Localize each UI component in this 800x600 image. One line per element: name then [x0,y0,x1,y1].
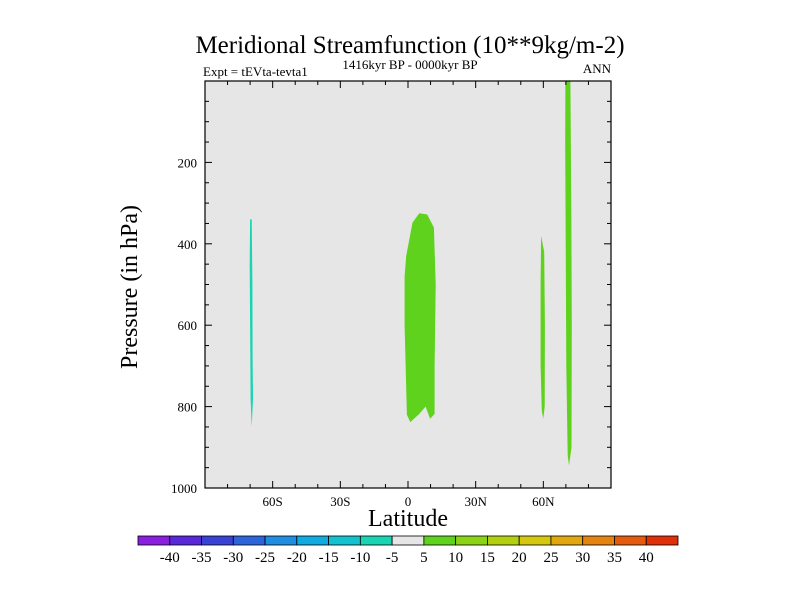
y-tick-label: 800 [178,400,198,415]
colorbar-label: -40 [160,550,180,566]
colorbar-box [359,535,393,546]
contour-cell-equator [404,213,436,423]
chart-title: Meridional Streamfunction (10**9kg/m-2) [195,32,624,59]
colorbar-box [201,535,234,546]
contour-cell-60s [249,219,253,427]
x-tick-label: 30S [330,494,350,509]
colorbar-label: -25 [255,550,275,566]
colorbar-box [137,535,171,546]
colorbar-box [264,535,298,546]
colorbar-label: -35 [192,550,212,566]
colorbar-box [455,535,488,546]
colorbar-box [550,535,584,546]
period-label: 1416kyr BP - 0000kyr BP [342,57,477,72]
contour-cell-70n [565,81,572,466]
colorbar-box [518,535,552,546]
colorbar-label: -20 [287,550,307,566]
colorbar-label: -5 [386,550,399,566]
colorbar-box [487,535,520,546]
colorbar-label: 15 [480,550,495,566]
y-axis-label: Pressure (in hPa) [117,205,143,369]
x-axis-label: Latitude [368,506,448,532]
colorbar-box [169,535,202,546]
colorbar-box [582,535,615,546]
colorbar-label: 10 [448,550,463,566]
x-tick-label: 60S [263,494,283,509]
axis-ticks: 60S 30S 0 30N 60N 200 400 600 800 1000 [171,81,611,509]
x-tick-label: 0 [405,494,412,509]
colorbar-label: 35 [607,550,622,566]
colorbar-box [614,535,647,546]
y-tick-label: 200 [178,155,198,170]
colorbar-label: -10 [350,550,370,566]
y-tick-label: 600 [178,318,198,333]
colorbar-box [423,535,457,546]
colorbar-label: -30 [223,550,243,566]
colorbar-label: 30 [575,550,590,566]
experiment-label: Expt = tEVta-tevta1 [203,64,308,79]
colorbar-box [296,535,329,546]
colorbar-label: 20 [512,550,527,566]
contour-regions [249,81,572,466]
colorbar: -40 -35 -30 -25 -20 -15 -10 -5 5 10 15 20 25 30 35 40 [137,535,679,566]
colorbar-label: 40 [639,550,654,566]
season-label: ANN [583,61,612,76]
x-tick-label: 30N [464,494,487,509]
x-tick-label: 60N [532,494,555,509]
colorbar-box [232,535,266,546]
colorbar-label: 5 [420,550,428,566]
colorbar-box [328,535,361,546]
y-tick-label: 400 [178,237,198,252]
contour-cell-60n [540,235,545,419]
colorbar-label: 25 [543,550,558,566]
colorbar-label: -15 [319,550,339,566]
colorbar-box [391,535,425,546]
colorbar-box [645,535,679,546]
y-tick-label: 1000 [171,481,197,496]
